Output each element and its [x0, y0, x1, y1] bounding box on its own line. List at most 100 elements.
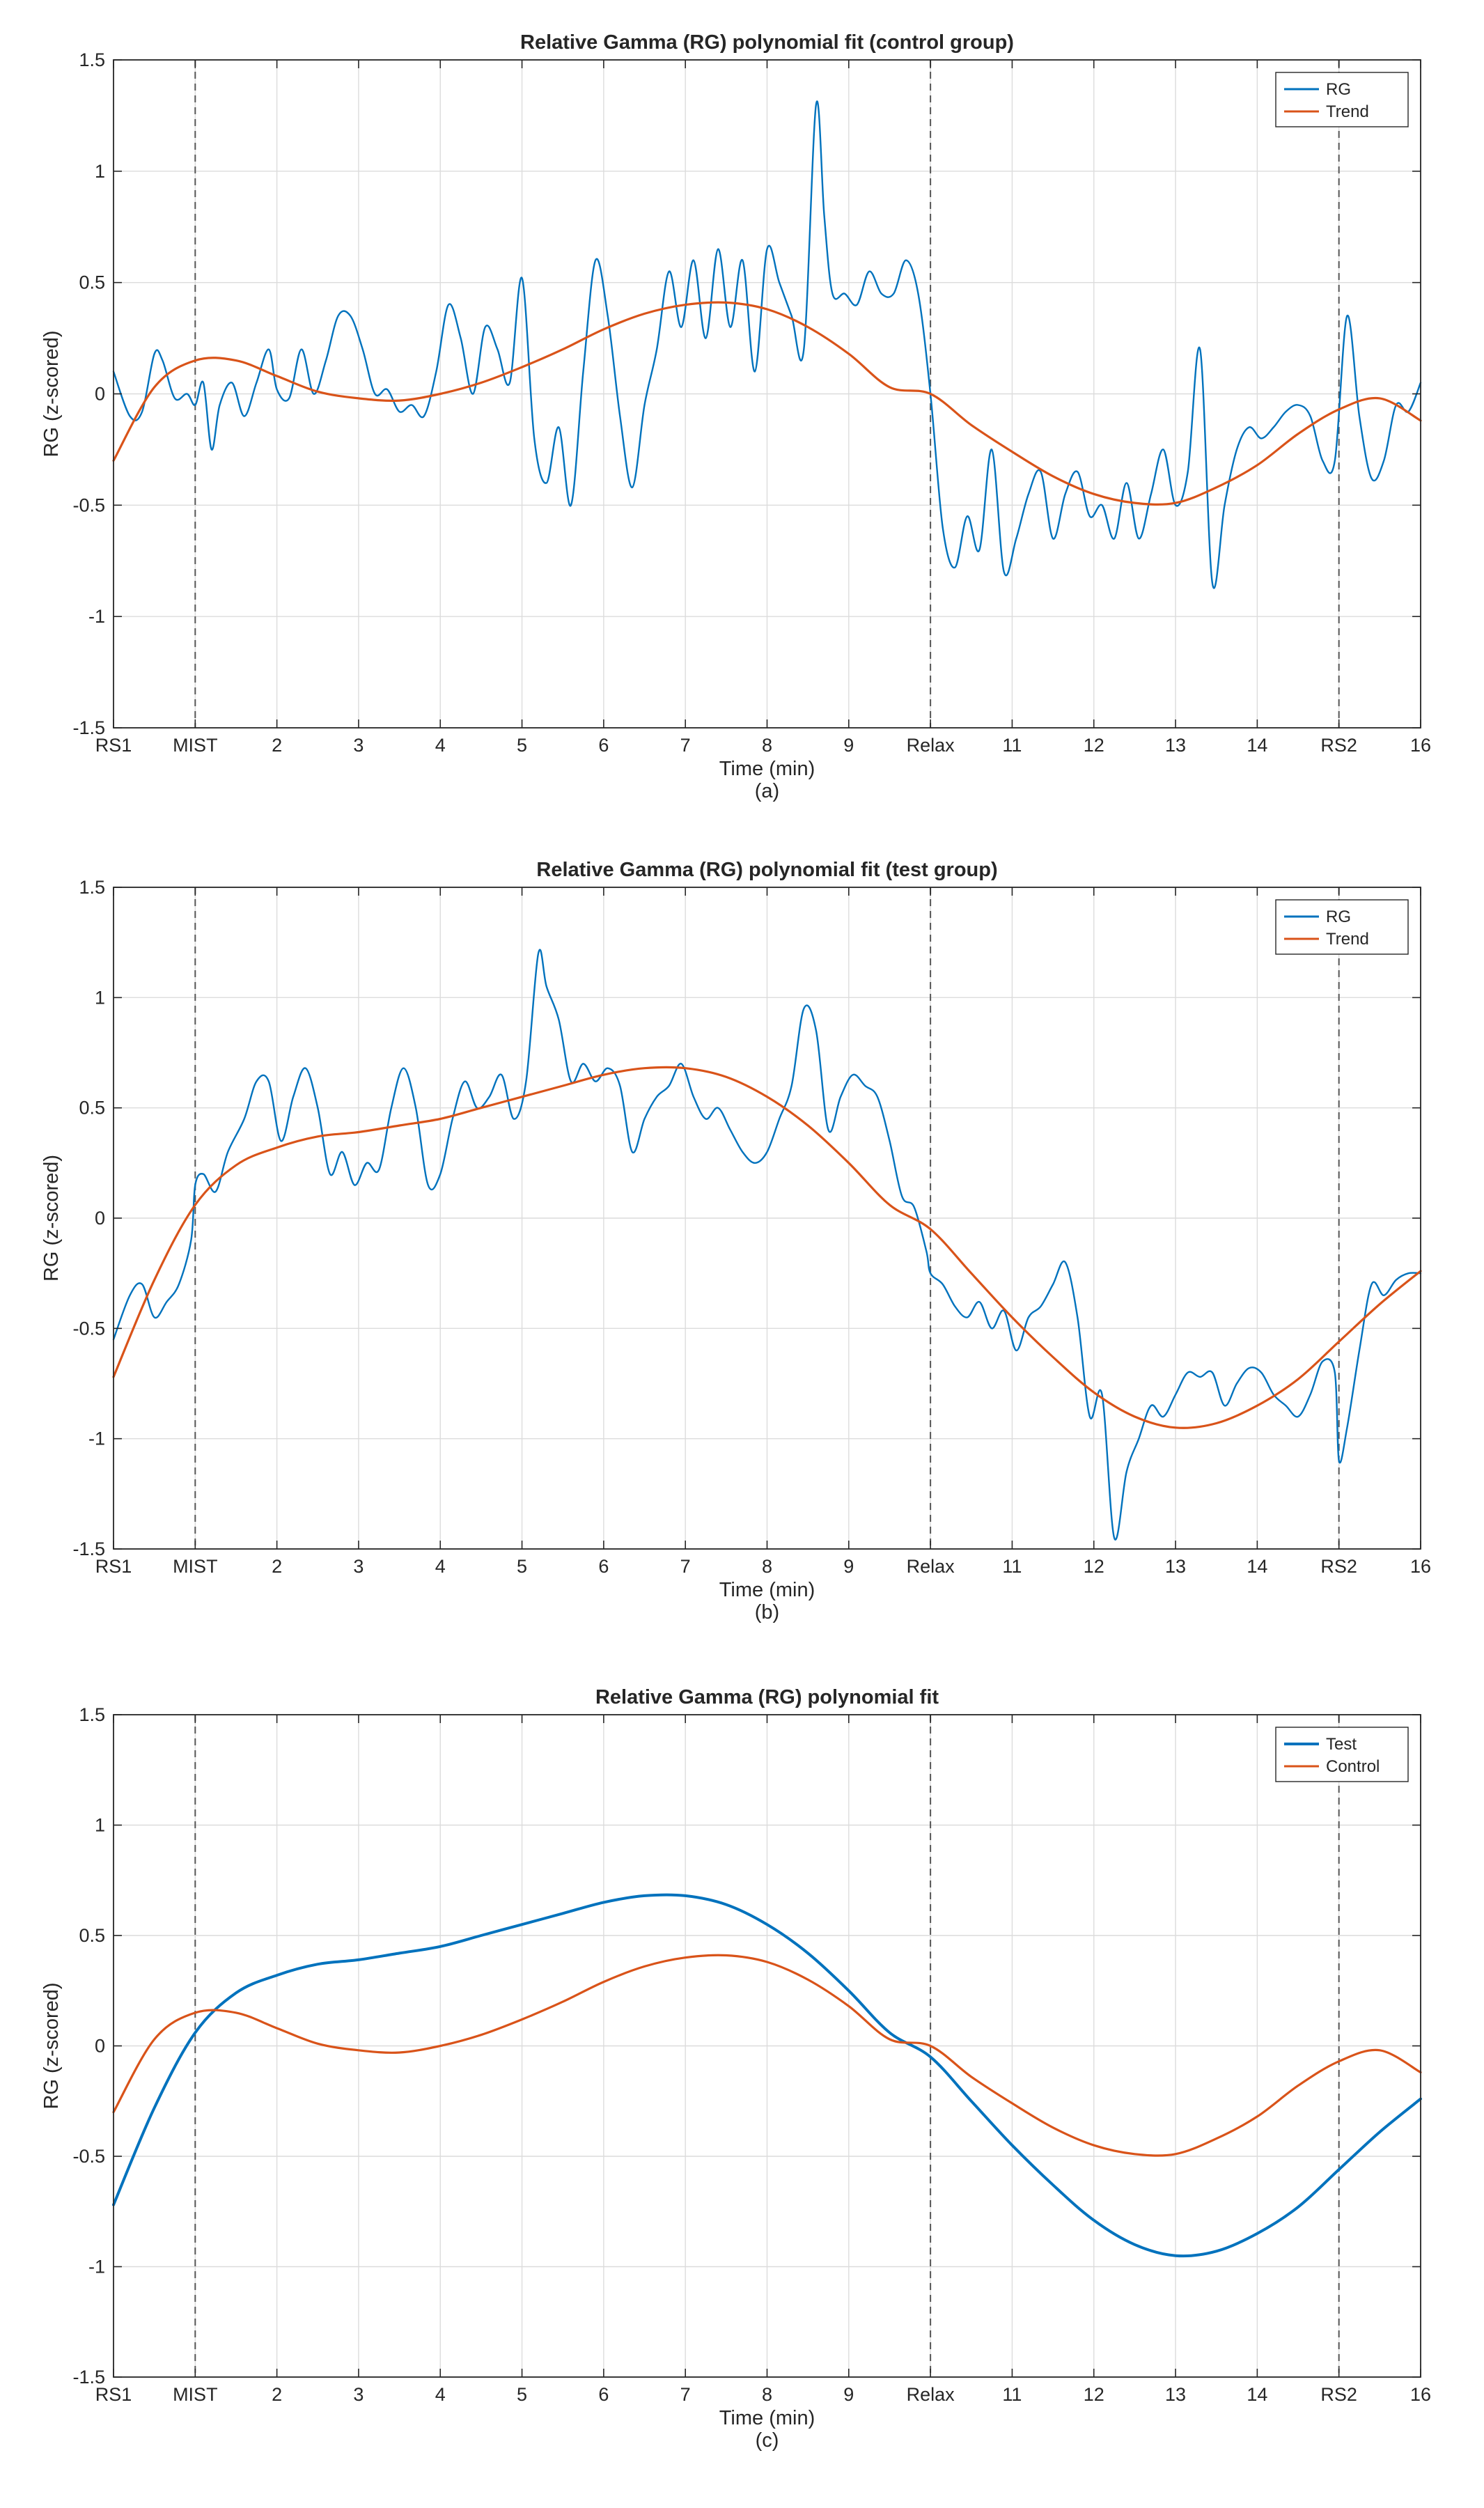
- legend-label-trend: Trend: [1326, 930, 1369, 949]
- panel-label: (b): [755, 1601, 779, 1623]
- x-tick-label: 6: [598, 735, 609, 756]
- legend: Test Control: [1275, 1727, 1409, 1782]
- legend-box: [1275, 72, 1409, 127]
- y-tick-label: 0: [95, 384, 105, 405]
- x-tick-label: 13: [1165, 735, 1186, 756]
- x-tick-label: 8: [762, 2384, 772, 2405]
- series-line-trend: [112, 301, 1422, 506]
- x-tick-label: 16: [1410, 2384, 1431, 2405]
- x-tick-label: 2: [272, 1556, 282, 1577]
- y-tick-label: 0: [95, 2036, 105, 2057]
- x-tick-label: 7: [680, 1556, 691, 1577]
- x-tick-label: 7: [680, 735, 691, 756]
- grid: [113, 1714, 1421, 2378]
- x-axis-label: Time (min): [719, 758, 815, 780]
- x-tick-label: 5: [517, 2384, 527, 2405]
- series-line-rg: [112, 100, 1422, 589]
- x-tick-label: MIST: [173, 1556, 218, 1577]
- x-tick-label: Relax: [907, 735, 955, 756]
- y-tick-label: -0.5: [72, 2146, 105, 2167]
- chart-b: RS1 MIST 2 3 4 5 6 7 8 9 Relax 11 12 13 14 RS2 16 -1.5 -1 -…: [40, 859, 1431, 1623]
- legend-label-test: Test: [1326, 1735, 1357, 1754]
- y-tick-label: 0.5: [79, 1925, 105, 1946]
- y-axis-label: RG (z-scored): [40, 1155, 63, 1282]
- x-tick-label: RS1: [95, 2384, 132, 2405]
- legend: RG Trend: [1275, 72, 1409, 127]
- y-tick-label: 1: [95, 1815, 105, 1836]
- legend-label-control: Control: [1326, 1757, 1380, 1776]
- x-tick-label: 2: [272, 735, 282, 756]
- x-tick-label: 7: [680, 2384, 691, 2405]
- series-line-trend: [112, 1066, 1422, 1429]
- legend-label-trend: Trend: [1326, 102, 1369, 121]
- x-tick-label: 14: [1247, 735, 1267, 756]
- x-tick-label: 11: [1002, 735, 1022, 756]
- x-tick-label: RS1: [95, 735, 132, 756]
- x-tick-label: 6: [598, 2384, 609, 2405]
- y-tick-label: -1.5: [72, 1539, 105, 1559]
- x-tick-label: 4: [435, 1556, 446, 1577]
- x-tick-label: 12: [1084, 2384, 1104, 2405]
- y-tick-label: 0.5: [79, 1098, 105, 1119]
- x-tick-label: 12: [1084, 1556, 1104, 1577]
- y-tick-label: 1.5: [79, 1704, 105, 1725]
- y-tick-label: -1.5: [72, 2367, 105, 2388]
- y-axis-label: RG (z-scored): [40, 330, 63, 457]
- y-tick-label: 0: [95, 1208, 105, 1229]
- x-tick-label: 5: [517, 1556, 527, 1577]
- y-tick-label: -0.5: [72, 1318, 105, 1339]
- x-tick-label: 16: [1410, 735, 1431, 756]
- x-tick-label: Relax: [907, 2384, 955, 2405]
- x-tick-label: 13: [1165, 1556, 1186, 1577]
- legend-box: [1275, 899, 1409, 955]
- x-tick-label: 11: [1002, 1556, 1022, 1577]
- y-tick-label: -1.5: [72, 717, 105, 738]
- series-line-control: [112, 1954, 1422, 2157]
- x-tick-label: Relax: [907, 1556, 955, 1577]
- x-tick-label: 4: [435, 735, 446, 756]
- panel-label: (a): [755, 780, 779, 802]
- x-tick-label: 5: [517, 735, 527, 756]
- x-tick-label: 13: [1165, 2384, 1186, 2405]
- y-tick-label: -0.5: [72, 494, 105, 515]
- y-axis-label: RG (z-scored): [40, 1982, 63, 2109]
- x-tick-label: 3: [353, 1556, 364, 1577]
- chart-title: Relative Gamma (RG) polynomial fit: [595, 1686, 939, 1708]
- legend-label-rg: RG: [1326, 908, 1351, 926]
- y-tick-label: 0.5: [79, 272, 105, 293]
- y-tick-label: -1: [88, 606, 105, 627]
- series-line-test: [112, 1893, 1422, 2258]
- x-tick-label: 14: [1247, 1556, 1267, 1577]
- x-tick-label: 11: [1002, 2384, 1022, 2405]
- x-tick-label: 9: [843, 1556, 854, 1577]
- x-tick-label: 8: [762, 1556, 772, 1577]
- x-tick-label: 9: [843, 735, 854, 756]
- x-tick-label: 14: [1247, 2384, 1267, 2405]
- x-axis-label: Time (min): [719, 2407, 815, 2429]
- x-tick-label: RS2: [1320, 735, 1357, 756]
- x-tick-label: 2: [272, 2384, 282, 2405]
- y-tick-label: 1.5: [79, 49, 105, 70]
- x-tick-label: MIST: [173, 2384, 218, 2405]
- x-tick-label: RS1: [95, 1556, 132, 1577]
- x-tick-label: 9: [843, 2384, 854, 2405]
- y-tick-label: 1: [95, 987, 105, 1008]
- legend: RG Trend: [1275, 899, 1409, 955]
- chart-c: RS1 MIST 2 3 4 5 6 7 8 9 Relax 11 12 13 14 RS2 16 -1.5 -1 -…: [40, 1686, 1431, 2452]
- chart-title: Relative Gamma (RG) polynomial fit (test…: [536, 859, 997, 881]
- chart-a: RS1 MIST 2 3 4 5 6 7 8 9 Relax 11 12 13 14 RS2 16 -1.5 -1 -…: [40, 31, 1431, 802]
- y-tick-label: 1: [95, 161, 105, 182]
- legend-label-rg: RG: [1326, 80, 1351, 99]
- y-tick-label: -1: [88, 2257, 105, 2277]
- legend-box: [1275, 1727, 1409, 1782]
- x-tick-label: 16: [1410, 1556, 1431, 1577]
- x-tick-label: MIST: [173, 735, 218, 756]
- panel-label: (c): [756, 2429, 779, 2452]
- x-tick-label: 3: [353, 2384, 364, 2405]
- chart-title: Relative Gamma (RG) polynomial fit (cont…: [520, 31, 1014, 54]
- x-tick-label: 12: [1084, 735, 1104, 756]
- x-tick-label: RS2: [1320, 2384, 1357, 2405]
- x-tick-label: RS2: [1320, 1556, 1357, 1577]
- series-line-rg: [112, 949, 1422, 1541]
